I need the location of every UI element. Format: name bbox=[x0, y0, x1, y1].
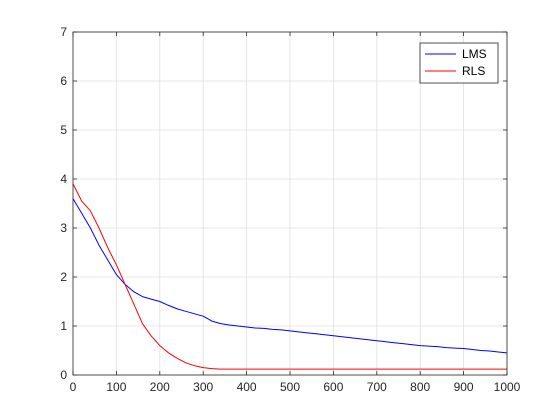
y-tick-label: 1 bbox=[60, 319, 67, 333]
x-tick-label: 200 bbox=[150, 380, 170, 394]
legend-box bbox=[419, 42, 499, 84]
x-tick-label: 0 bbox=[70, 380, 77, 394]
y-tick-label: 4 bbox=[60, 172, 67, 186]
x-tick-label: 400 bbox=[237, 380, 257, 394]
x-tick-label: 100 bbox=[106, 380, 126, 394]
x-tick-label: 500 bbox=[280, 380, 300, 394]
legend: LMS RLS bbox=[419, 42, 499, 84]
series-line-rls bbox=[72, 183, 507, 370]
x-tick-label: 1000 bbox=[494, 380, 521, 394]
y-tick-label: 2 bbox=[60, 270, 67, 284]
x-tick-label: 800 bbox=[410, 380, 430, 394]
y-tick-label: 0 bbox=[60, 368, 67, 382]
y-tick-label: 6 bbox=[60, 74, 67, 88]
series-lines bbox=[72, 183, 508, 370]
y-tick-label: 3 bbox=[60, 221, 67, 235]
x-tick-label: 900 bbox=[454, 380, 474, 394]
legend-label: RLS bbox=[462, 64, 485, 78]
x-tick-label: 700 bbox=[367, 380, 387, 394]
legend-label: LMS bbox=[462, 47, 487, 61]
series-line-lms bbox=[72, 198, 508, 354]
axis-ticks: 0 100 200 300 400 500 600 700 800 900 1000 0 1 2 3 4 5 6 7 bbox=[60, 25, 520, 394]
y-tick-label: 7 bbox=[60, 25, 67, 39]
x-tick-label: 600 bbox=[323, 380, 343, 394]
x-tick-label: 300 bbox=[193, 380, 213, 394]
y-tick-label: 5 bbox=[60, 123, 67, 137]
